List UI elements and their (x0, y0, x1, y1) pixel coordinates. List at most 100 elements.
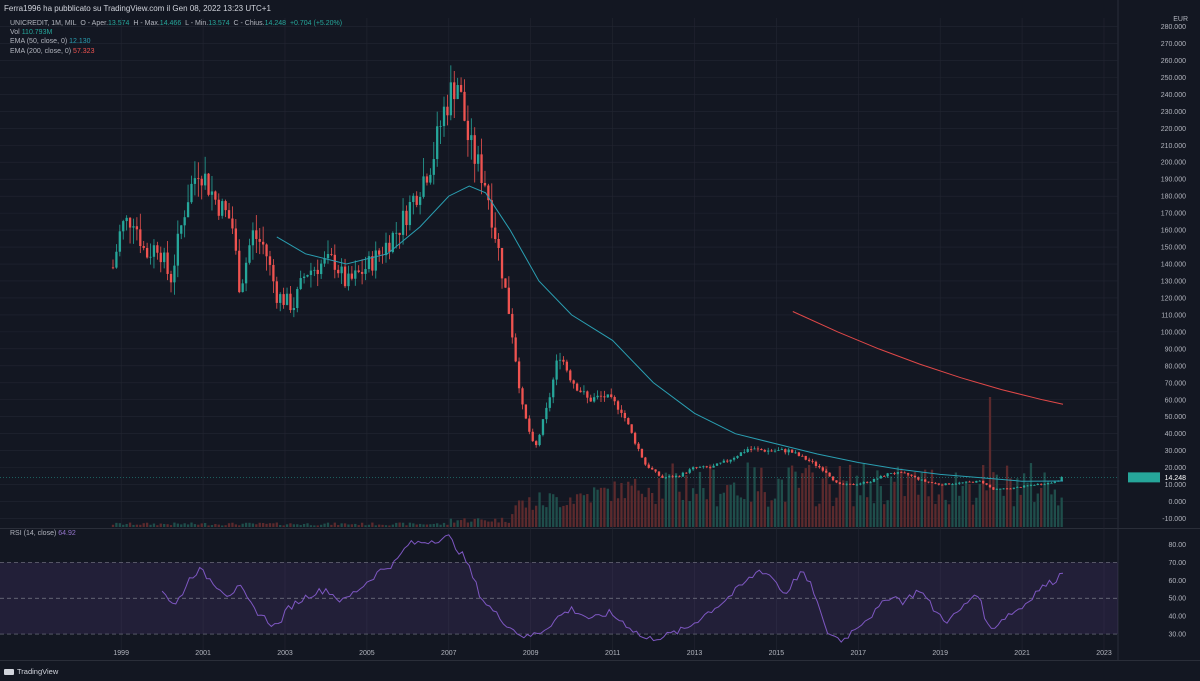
volume-legend[interactable]: Vol 110.793M (10, 28, 342, 37)
volume-bar (248, 522, 251, 527)
volume-bar (203, 523, 207, 527)
candle-body (313, 269, 316, 271)
candle-body (825, 470, 828, 473)
open-value: 13.574 (108, 20, 130, 27)
candle-body (695, 467, 698, 469)
volume-bar (405, 525, 408, 527)
volume-bar (999, 488, 1002, 527)
candle-body (886, 473, 889, 477)
candle-body (1043, 484, 1046, 486)
candle-body (968, 481, 971, 483)
volume-bar (156, 525, 159, 527)
candle-body (197, 178, 200, 179)
candle-body (528, 418, 531, 432)
candle-body (128, 217, 132, 228)
volume-bar (500, 517, 504, 527)
open-prefix: O - Aper. (80, 20, 109, 27)
candle-body (876, 478, 879, 480)
volume-bar (1002, 495, 1005, 527)
volume-bar (985, 490, 988, 527)
price-tick-label: 100.000 (1161, 329, 1186, 336)
price-tick-label: 280.000 (1161, 24, 1186, 31)
volume-bar (197, 524, 200, 527)
candle-body (964, 481, 968, 483)
time-tick-label: 2005 (359, 650, 375, 657)
volume-bar (886, 500, 889, 527)
candle-body (910, 474, 913, 476)
volume-bar (210, 525, 214, 527)
tradingview-logo-icon (4, 668, 14, 675)
symbol-label[interactable]: UNICREDIT, 1M, MIL (10, 20, 77, 27)
candle-body (739, 452, 743, 457)
candle-body (401, 210, 405, 235)
volume-bar (773, 498, 777, 527)
price-axis[interactable]: -10.000 0.000 10.000 20.000 30.000 40.000 50.0… (0, 24, 1186, 523)
volume-bar (265, 523, 268, 527)
candle-body (142, 246, 145, 248)
volume-bar (866, 497, 869, 527)
candle-body (1053, 481, 1056, 483)
volume-bar (149, 524, 152, 527)
volume-bar (139, 524, 142, 527)
candle-body (231, 218, 234, 229)
candle-body (954, 483, 958, 485)
candle-body (937, 483, 940, 485)
volume-bar (180, 524, 183, 527)
volume-bar (910, 477, 913, 527)
volume-bar (521, 500, 524, 527)
time-axis[interactable]: 1999 2001 2003 2005 2007 2009 2011 2013 2015 2017… (113, 650, 1111, 657)
candle-body (773, 450, 777, 452)
candle-body (255, 230, 258, 239)
candle-body (1019, 487, 1022, 488)
volume-bar (169, 525, 173, 527)
volume-bar (920, 472, 923, 527)
volume-bar (323, 523, 326, 527)
ema200-legend[interactable]: EMA (200, close, 0) 57.323 (10, 47, 342, 56)
volume-bar (453, 522, 456, 527)
rsi-legend[interactable]: RSI (14, close) 64.92 (10, 530, 76, 537)
candle-body (296, 288, 299, 308)
rsi-pane: 30.00 40.00 50.00 60.00 70.00 80.00 (0, 534, 1186, 643)
volume-bar (190, 522, 193, 527)
candle-body (784, 449, 787, 453)
candle-body (610, 394, 613, 398)
time-tick-label: 2011 (605, 650, 620, 657)
candle-body (637, 443, 640, 449)
candle-body (924, 479, 927, 482)
candle-body (770, 450, 773, 452)
candle-body (1033, 485, 1036, 486)
price-tick-label: 110.000 (1161, 312, 1186, 319)
volume-bar (995, 474, 998, 527)
candle-body (118, 231, 121, 252)
volume-bar (668, 474, 671, 527)
chart-grid (0, 0, 1200, 661)
time-tick-label: 2009 (523, 650, 539, 657)
candle-body (210, 191, 214, 195)
volume-bar (671, 463, 674, 527)
volume-bar (463, 518, 466, 527)
volume-bar (193, 524, 197, 527)
candle-body (698, 466, 702, 468)
candle-body (169, 273, 173, 283)
candle-body (900, 472, 903, 474)
volume-bar (729, 484, 732, 527)
volume-bar (231, 522, 234, 527)
volume-bar (879, 486, 882, 527)
candle-body (463, 91, 466, 121)
candle-body (732, 457, 736, 460)
candle-body (548, 397, 551, 408)
volume-bar (906, 474, 910, 527)
candle-body (1012, 487, 1016, 489)
volume-bar (118, 523, 121, 527)
volume-bar (1060, 497, 1063, 527)
ema50-legend[interactable]: EMA (50, close, 0) 12.130 (10, 37, 342, 46)
time-tick-label: 2023 (1096, 650, 1112, 657)
volume-bar (449, 518, 452, 527)
volume-bar (1050, 494, 1053, 527)
volume-bar (241, 523, 244, 527)
volume-bar (360, 522, 364, 527)
volume-bar (1022, 473, 1026, 527)
candle-body (350, 273, 354, 279)
volume-bar (790, 465, 794, 527)
